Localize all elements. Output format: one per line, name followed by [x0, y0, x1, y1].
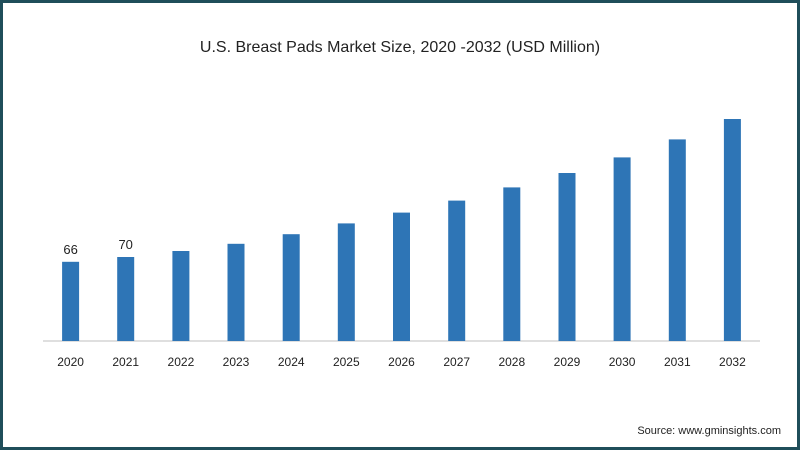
bar-2026	[393, 212, 410, 341]
bar-2024	[282, 234, 300, 341]
bar-2020	[62, 261, 80, 341]
bar-2027	[448, 200, 466, 341]
bar-2023	[227, 243, 245, 341]
x-tick-label: 2025	[333, 355, 360, 369]
x-tick-label: 2024	[278, 355, 305, 369]
x-tick-label: 2028	[498, 355, 525, 369]
x-tick-label: 2032	[719, 355, 746, 369]
x-tick-label: 2022	[168, 355, 195, 369]
x-tick-label: 2030	[609, 355, 636, 369]
x-tick-label: 2031	[664, 355, 691, 369]
bar-2030	[613, 157, 631, 341]
bar-2021	[117, 257, 135, 341]
data-label: 66	[63, 242, 77, 257]
x-tick-label: 2020	[57, 355, 84, 369]
bar-2025	[337, 223, 355, 341]
bar-2028	[503, 187, 521, 341]
data-label: 70	[118, 237, 132, 252]
x-tick-label: 2027	[443, 355, 470, 369]
x-tick-label: 2026	[388, 355, 415, 369]
source-note: Source: www.gminsights.com	[637, 425, 781, 437]
x-tick-label: 2029	[554, 355, 581, 369]
x-tick-label: 2023	[223, 355, 250, 369]
chart-title: U.S. Breast Pads Market Size, 2020 -2032…	[199, 39, 601, 56]
bar-2032	[723, 119, 741, 341]
bar-2029	[558, 173, 576, 341]
bar-2031	[668, 139, 686, 341]
bar-2022	[172, 251, 190, 341]
x-tick-label: 2021	[112, 355, 139, 369]
bar-chart: 2020 66 2021 70 2022 2023 2024 2025 2026 2027 2028…	[43, 119, 760, 369]
